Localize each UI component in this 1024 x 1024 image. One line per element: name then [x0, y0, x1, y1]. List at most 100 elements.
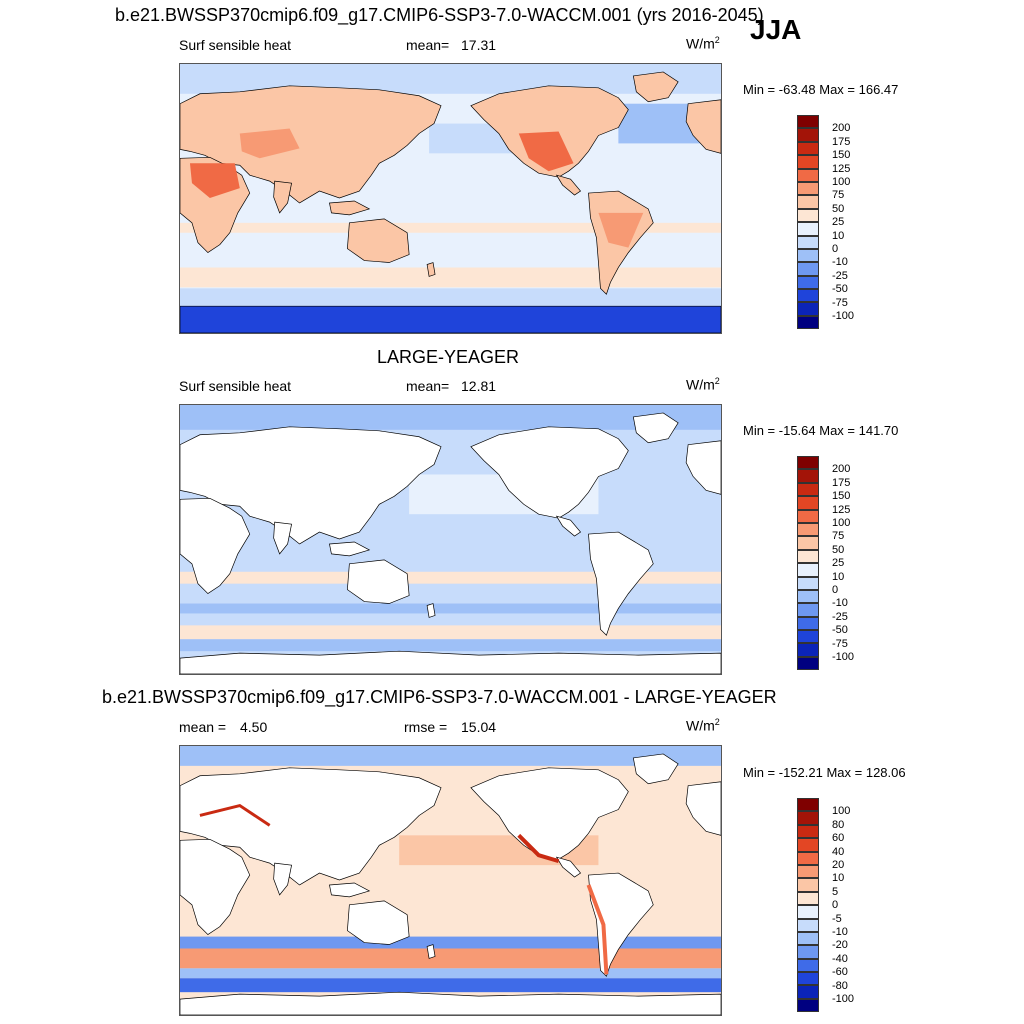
colorbar-swatch [797, 811, 819, 825]
colorbar-tick-label: -25 [832, 610, 848, 623]
panel1-map [179, 63, 722, 334]
colorbar-tick-label: -75 [832, 637, 848, 650]
colorbar-tick-label: 40 [832, 845, 845, 858]
colorbar-swatch [797, 509, 819, 523]
colorbar-tick-label: 200 [832, 122, 851, 135]
panel2-colorbar [797, 456, 819, 671]
colorbar-tick-label: 0 [832, 584, 839, 596]
season-label: JJA [750, 14, 802, 45]
colorbar-tick-label: 100 [832, 517, 851, 529]
colorbar-swatch [797, 262, 819, 276]
colorbar-tick-label: 125 [832, 503, 851, 516]
colorbar-swatch [797, 864, 819, 879]
colorbar-swatch [797, 195, 819, 209]
colorbar-tick-label: 10 [832, 872, 845, 885]
colorbar-tick-label: 10 [832, 229, 845, 242]
colorbar-swatch [797, 972, 819, 986]
colorbar-swatch [797, 141, 819, 156]
colorbar-swatch [797, 235, 819, 249]
panel1-title: b.e21.BWSSP370cmip6.f09_g17.CMIP6-SSP3-7… [115, 5, 764, 25]
panel1-minmax: Min = -63.48 Max = 166.47 [743, 82, 899, 97]
panel3-minmax: Min = -152.21 Max = 128.06 [743, 765, 906, 780]
colorbar-tick-label: 175 [832, 476, 851, 489]
colorbar-tick-label: 10 [832, 570, 845, 583]
colorbar-swatch [797, 891, 819, 906]
colorbar-tick-label: -5 [832, 912, 842, 925]
panel3-rmse-label: rmse = [404, 719, 448, 735]
panel3-units: W/m2 [686, 717, 720, 734]
colorbar-tick-label: -10 [832, 597, 848, 610]
colorbar-swatch [797, 549, 819, 564]
colorbar-tick-label: 125 [832, 162, 851, 175]
panel3-map [179, 745, 722, 1016]
colorbar-tick-label: -25 [832, 269, 848, 282]
colorbar-swatch [797, 918, 819, 932]
colorbar-swatch [797, 616, 819, 631]
colorbar-tick-label: 100 [832, 805, 851, 818]
colorbar-swatch [797, 603, 819, 617]
colorbar-tick-label: 80 [832, 818, 845, 831]
panel2-mean-value: 12.81 [461, 378, 497, 394]
panel2-variable: Surf sensible heat [179, 378, 292, 394]
colorbar-swatch [797, 222, 819, 236]
colorbar-tick-label: -50 [832, 624, 848, 637]
colorbar-swatch [797, 838, 819, 852]
colorbar-swatch [797, 248, 819, 263]
colorbar-tick-label: 100 [832, 176, 851, 188]
panel3-mean-label: mean = [179, 719, 227, 735]
colorbar-tick-label: -80 [832, 979, 848, 992]
colorbar-tick-label: -50 [832, 283, 848, 296]
colorbar-swatch [797, 945, 819, 959]
colorbar-tick-label: -60 [832, 966, 848, 979]
colorbar-swatch [797, 931, 819, 946]
panel3-rmse-value: 15.04 [461, 719, 497, 735]
panel3-colorbar [797, 798, 819, 1013]
colorbar-swatch [797, 522, 819, 537]
colorbar-swatch [797, 878, 819, 892]
colorbar-tick-label: -100 [832, 310, 855, 322]
panel1-colorbar [797, 115, 819, 330]
colorbar-swatch [797, 289, 819, 303]
colorbar-swatch [797, 456, 819, 470]
panel2-map [179, 404, 722, 675]
colorbar-tick-label: 60 [832, 832, 845, 845]
colorbar-swatch [797, 482, 819, 497]
colorbar-tick-label: 75 [832, 189, 845, 202]
colorbar-tick-label: -40 [832, 952, 848, 965]
colorbar-tick-label: 75 [832, 530, 845, 543]
colorbar-swatch [797, 798, 819, 812]
colorbar-swatch [797, 181, 819, 196]
colorbar-swatch [797, 496, 819, 510]
panel1-units: W/m2 [686, 35, 720, 52]
colorbar-swatch [797, 275, 819, 290]
colorbar-tick-label: 50 [832, 543, 845, 556]
colorbar-tick-label: -100 [832, 993, 855, 1005]
colorbar-swatch [797, 998, 819, 1013]
panel2-mean-label: mean= [406, 378, 450, 394]
colorbar-swatch [797, 851, 819, 865]
panel2-units: W/m2 [686, 376, 720, 393]
colorbar-swatch [797, 536, 819, 550]
colorbar-swatch [797, 985, 819, 999]
colorbar-swatch [797, 576, 819, 590]
colorbar-tick-label: 0 [832, 899, 839, 912]
colorbar-swatch [797, 168, 819, 182]
colorbar-swatch [797, 208, 819, 223]
colorbar-swatch [797, 115, 819, 129]
colorbar-swatch [797, 315, 819, 330]
panel1-mean-value: 17.31 [461, 37, 497, 53]
colorbar-swatch [797, 469, 819, 483]
colorbar-swatch [797, 656, 819, 671]
colorbar-tick-label: 50 [832, 202, 845, 215]
colorbar-tick-label: 20 [832, 859, 845, 871]
colorbar-swatch [797, 302, 819, 316]
colorbar-swatch [797, 905, 819, 919]
colorbar-swatch [797, 128, 819, 142]
panel2-minmax: Min = -15.64 Max = 141.70 [743, 423, 899, 438]
colorbar-tick-label: 25 [832, 216, 845, 229]
colorbar-swatch [797, 958, 819, 973]
colorbar-tick-label: 25 [832, 557, 845, 570]
panel1-mean-label: mean= [406, 37, 450, 53]
colorbar-swatch [797, 563, 819, 577]
panel3-mean-value: 4.50 [240, 719, 268, 735]
